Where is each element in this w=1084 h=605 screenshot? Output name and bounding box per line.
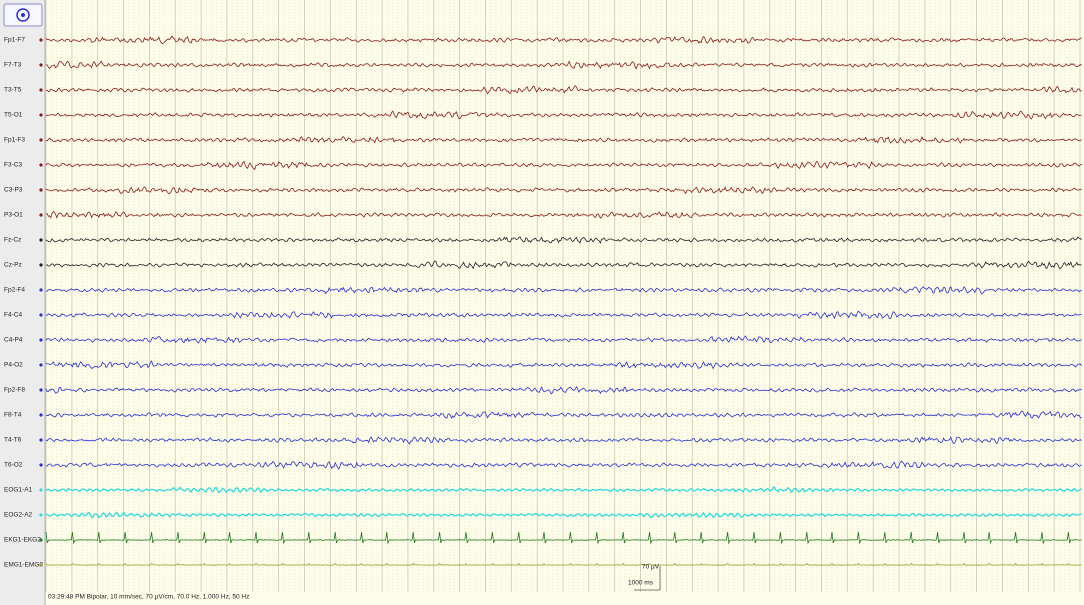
channel-dot: [39, 538, 43, 542]
channel-label: T4-T6: [4, 437, 22, 444]
channel-label: EOG1-A1: [4, 487, 33, 494]
amplitude-scale: 70 µV: [642, 564, 660, 571]
channel-dot: [39, 163, 43, 167]
channel-dot: [39, 213, 43, 217]
eeg-trace: [45, 260, 1082, 270]
channel-label: Fp2-F4: [4, 287, 25, 294]
eeg-trace: [45, 562, 1082, 566]
channel-dot: [39, 563, 43, 567]
eeg-trace: [45, 35, 1082, 45]
channel-dot: [39, 188, 43, 192]
settings-button[interactable]: [3, 3, 43, 27]
button-icon-dot: [21, 13, 25, 17]
channel-dot: [39, 138, 43, 142]
channel-label: Fz-Cz: [4, 237, 21, 244]
channel-dot: [39, 513, 43, 517]
label-column: [0, 0, 45, 605]
channel-dot: [39, 388, 43, 392]
eeg-trace: [45, 286, 1082, 295]
channel-label: EOG2-A2: [4, 512, 33, 519]
channel-dot: [39, 263, 43, 267]
eeg-trace: [45, 136, 1082, 144]
channel-label: F4-C4: [4, 312, 22, 319]
scale-marker: 70 µV 1000 ms: [628, 564, 661, 591]
channel-dot: [39, 438, 43, 442]
eeg-trace: [45, 360, 1082, 370]
time-grid: [45, 0, 1081, 592]
channel-dot: [39, 313, 43, 317]
channel-label: F7-T3: [4, 62, 22, 69]
channel-label: C3-P3: [4, 187, 23, 194]
button-icon: [16, 8, 30, 22]
channel-label: T6-O2: [4, 462, 23, 469]
channel-dot: [39, 238, 43, 242]
eeg-trace: [45, 186, 1082, 195]
channel-label: F8-T4: [4, 412, 22, 419]
traces: Fp1-F7 F7-T3 T3-T5 T5-O1 Fp1-F3 F3-C3 C3-P3 P3-…: [4, 35, 1082, 569]
eeg-trace: [45, 436, 1082, 445]
channel-dot: [39, 38, 43, 42]
channel-label: P4-O2: [4, 362, 23, 369]
eeg-trace: [45, 335, 1082, 344]
channel-dot: [39, 63, 43, 67]
channel-dot: [39, 363, 43, 367]
channel-dot: [39, 488, 43, 492]
channel-label: P3-O1: [4, 212, 23, 219]
eeg-trace: [45, 531, 1082, 545]
channel-dot: [39, 413, 43, 417]
status-bar: 03:29:48 PM Bipolar, 10 mm/sec, 70 µV/cm…: [48, 594, 249, 601]
channel-label: EKG1-EKG2: [4, 537, 41, 544]
channel-dot: [39, 113, 43, 117]
channel-label: EMG1-EMG2: [4, 562, 43, 569]
channel-label: Cz-Pz: [4, 262, 22, 269]
channel-label: Fp1-F7: [4, 37, 25, 44]
channel-label: T5-O1: [4, 112, 23, 119]
channel-dot: [39, 288, 43, 292]
eeg-trace: [45, 110, 1082, 120]
channel-dot: [39, 88, 43, 92]
eeg-trace: [45, 210, 1082, 219]
eeg-trace: [46, 85, 1082, 95]
eeg-trace: [45, 236, 1082, 244]
eeg-trace: [45, 160, 1082, 171]
eeg-trace: [45, 385, 1082, 395]
eeg-trace: [45, 410, 1082, 419]
channel-label: C4-P4: [4, 337, 23, 344]
channel-dot: [39, 338, 43, 342]
eeg-trace: [45, 310, 1082, 320]
eeg-trace: [45, 486, 1082, 494]
time-scale: 1000 ms: [628, 580, 654, 587]
eeg-trace: [45, 460, 1082, 470]
channel-label: F3-C3: [4, 162, 22, 169]
channel-dot: [39, 463, 43, 467]
channel-label: Fp2-F8: [4, 387, 25, 394]
eeg-trace: [45, 60, 1082, 70]
channel-label: Fp1-F3: [4, 137, 25, 144]
eeg-trace: [45, 511, 1082, 519]
channel-label: T3-T5: [4, 87, 22, 94]
